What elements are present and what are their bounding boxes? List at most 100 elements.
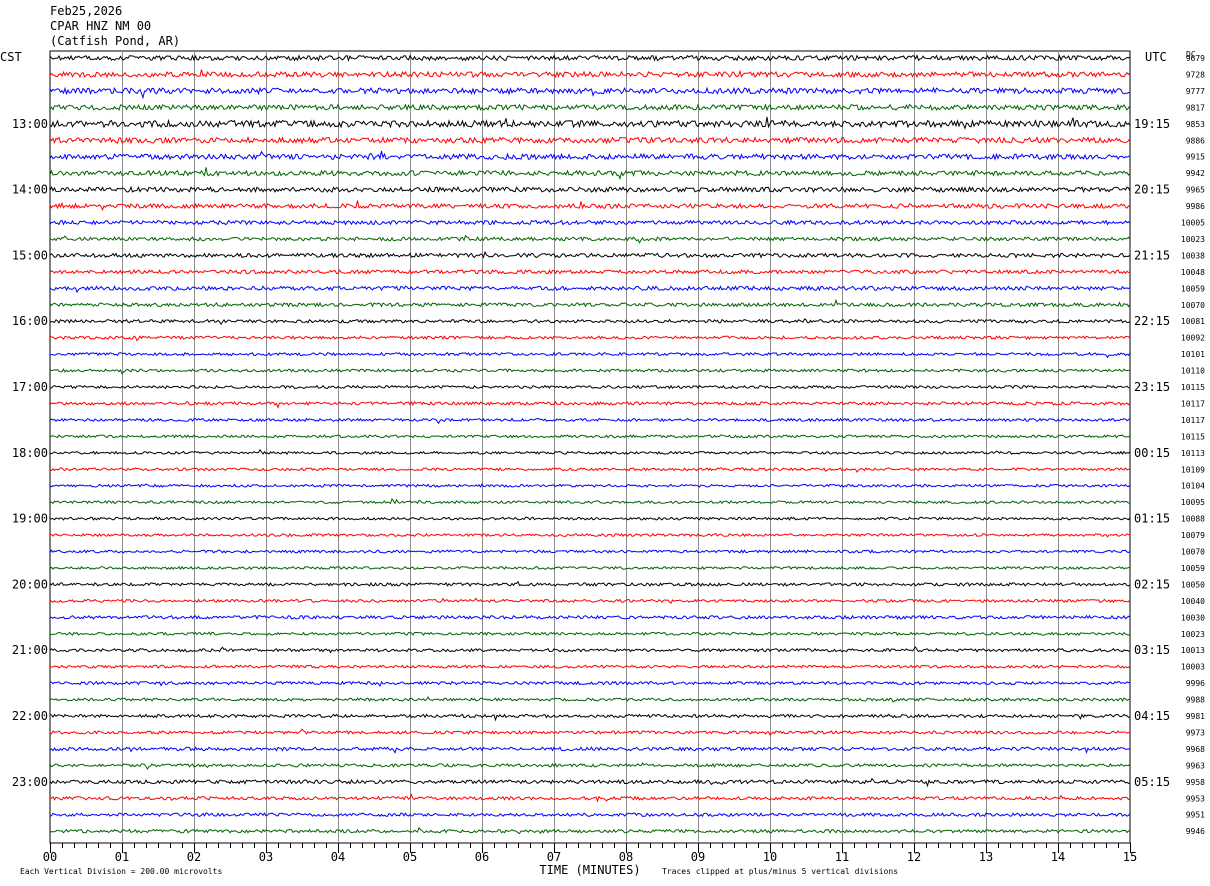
dc-value: 9988 xyxy=(1186,696,1205,705)
seismic-trace xyxy=(49,631,1131,637)
dc-value: 9728 xyxy=(1186,70,1205,79)
seismic-trace xyxy=(49,136,1131,145)
seismic-trace xyxy=(49,185,1131,194)
dc-value: 10059 xyxy=(1181,284,1205,293)
header-date: Feb25,2026 xyxy=(50,4,123,18)
cst-hour-label: 21:00 xyxy=(12,643,48,657)
x-tick-label: 02 xyxy=(187,850,201,864)
header-location: (Catfish Pond, AR) xyxy=(50,34,181,48)
x-tick-label: 00 xyxy=(43,850,57,864)
seismic-trace xyxy=(49,467,1130,474)
utc-hour-label: 02:15 xyxy=(1134,577,1170,591)
utc-hour-label: 04:15 xyxy=(1134,709,1170,723)
seismic-trace xyxy=(49,549,1131,554)
seismic-trace xyxy=(49,434,1131,439)
cst-hour-label: 18:00 xyxy=(12,446,48,460)
seismic-trace xyxy=(50,728,1131,736)
dc-value: 9996 xyxy=(1186,679,1205,688)
seismic-trace xyxy=(49,812,1131,818)
dc-value: 9777 xyxy=(1186,87,1205,96)
dc-value: 9973 xyxy=(1186,728,1205,737)
seismic-trace xyxy=(49,762,1131,770)
dc-value: 10059 xyxy=(1181,564,1205,573)
utc-hour-label: 00:15 xyxy=(1134,446,1170,460)
x-tick-label: 07 xyxy=(547,850,561,864)
footer-vertical-division: Each Vertical Division = 200.00 microvol… xyxy=(20,867,222,876)
seismic-trace xyxy=(49,219,1131,226)
seismic-trace xyxy=(49,285,1131,294)
seismic-trace xyxy=(49,417,1131,425)
grid xyxy=(49,50,1131,853)
dc-value: 9946 xyxy=(1186,827,1205,836)
dc-value: 10117 xyxy=(1181,416,1205,425)
cst-hour-label: 17:00 xyxy=(12,380,48,394)
utc-hour-label: 22:15 xyxy=(1134,314,1170,328)
cst-hour-label: 14:00 xyxy=(12,183,48,197)
x-tick-label: 10 xyxy=(763,850,777,864)
dc-value: 10079 xyxy=(1181,531,1205,540)
dc-value: 10095 xyxy=(1181,498,1205,507)
dc-value: 9981 xyxy=(1186,712,1205,721)
dc-value: 10110 xyxy=(1181,367,1205,376)
dc-value: 9886 xyxy=(1186,136,1205,145)
dc-value: 10081 xyxy=(1181,317,1205,326)
dc-value: 10040 xyxy=(1181,597,1205,606)
footer-clip-note: Traces clipped at plus/minus 5 vertical … xyxy=(662,867,898,876)
dc-value: 10115 xyxy=(1181,383,1205,392)
seismic-trace xyxy=(49,646,1131,654)
dc-value: 9679 xyxy=(1186,54,1205,63)
seismic-trace xyxy=(50,793,1131,803)
utc-hour-label: 01:15 xyxy=(1134,512,1170,526)
seismic-trace xyxy=(49,516,1131,521)
seismic-trace xyxy=(49,200,1131,212)
x-tick-label: 03 xyxy=(259,850,273,864)
dc-value: 10013 xyxy=(1181,646,1205,655)
x-axis-title: TIME (MINUTES) xyxy=(539,863,640,877)
dc-value: 10113 xyxy=(1181,449,1205,458)
dc-value: 10088 xyxy=(1181,515,1205,524)
x-tick-label: 12 xyxy=(907,850,921,864)
utc-hour-label: 19:15 xyxy=(1134,117,1170,131)
dc-value: 10070 xyxy=(1181,548,1205,557)
dc-value: 10115 xyxy=(1181,432,1205,441)
seismic-trace xyxy=(49,54,1131,62)
seismic-trace xyxy=(49,565,1131,571)
x-tick-label: 14 xyxy=(1051,850,1065,864)
labels: CST UTC DC TIME (MINUTES) Each Vertical … xyxy=(0,50,1205,877)
seismic-trace xyxy=(49,116,1131,130)
seismic-trace xyxy=(49,746,1131,754)
x-tick-label: 08 xyxy=(619,850,633,864)
dc-value: 9853 xyxy=(1186,120,1205,129)
x-tick-label: 01 xyxy=(115,850,129,864)
seismic-trace xyxy=(49,580,1131,587)
seismic-trace xyxy=(49,597,1131,604)
dc-value: 10023 xyxy=(1181,235,1205,244)
seismic-trace xyxy=(49,400,1131,410)
dc-value: 9986 xyxy=(1186,202,1205,211)
x-tick-label: 04 xyxy=(331,850,345,864)
cst-hour-label: 22:00 xyxy=(12,709,48,723)
seismic-trace xyxy=(49,250,1131,259)
cst-hour-label: 20:00 xyxy=(12,577,48,591)
seismic-trace xyxy=(49,318,1131,326)
x-tick-label: 06 xyxy=(475,850,489,864)
dc-value: 10104 xyxy=(1181,482,1205,491)
x-tick-label: 11 xyxy=(835,850,849,864)
seismic-trace xyxy=(49,335,1131,342)
utc-axis-label: UTC xyxy=(1145,50,1167,64)
dc-value: 10030 xyxy=(1181,613,1205,622)
seismic-trace xyxy=(50,351,1131,359)
utc-hour-label: 23:15 xyxy=(1134,380,1170,394)
utc-hour-label: 20:15 xyxy=(1134,183,1170,197)
dc-value: 10117 xyxy=(1181,399,1205,408)
seismic-trace xyxy=(49,150,1131,161)
cst-axis-label: CST xyxy=(0,50,22,64)
dc-value: 10101 xyxy=(1181,350,1205,359)
utc-hour-label: 03:15 xyxy=(1134,643,1170,657)
dc-value: 10023 xyxy=(1181,630,1205,639)
seismic-trace xyxy=(50,384,1131,390)
dc-value: 9942 xyxy=(1186,169,1205,178)
dc-value: 9965 xyxy=(1186,186,1205,195)
dc-value: 10050 xyxy=(1181,580,1205,589)
cst-hour-label: 23:00 xyxy=(12,775,48,789)
